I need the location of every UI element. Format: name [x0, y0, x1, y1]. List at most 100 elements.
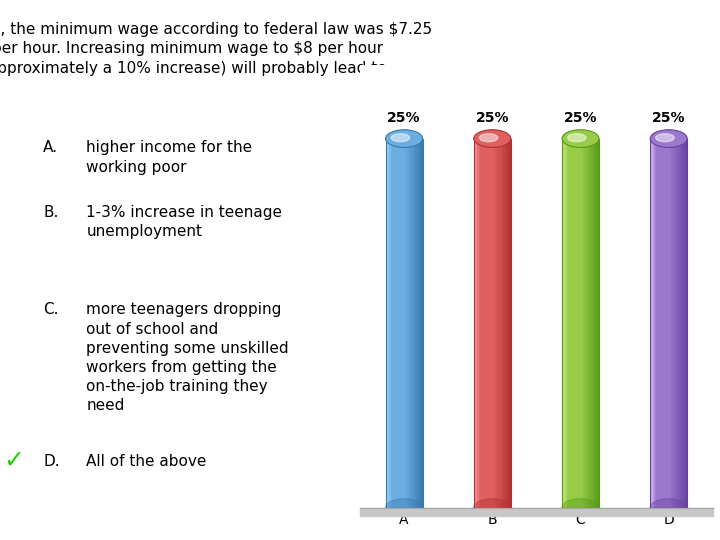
Bar	[686, 139, 688, 508]
Bar	[476, 139, 477, 508]
Bar	[507, 139, 508, 508]
Bar	[505, 139, 506, 508]
Bar	[573, 139, 575, 508]
Bar	[412, 139, 413, 508]
Ellipse shape	[656, 134, 674, 141]
Bar	[592, 139, 593, 508]
Bar	[652, 139, 654, 508]
Text: All of the above: All of the above	[86, 454, 207, 469]
Bar	[403, 139, 404, 508]
Bar	[570, 139, 571, 508]
Bar	[400, 139, 402, 508]
Bar	[594, 139, 595, 508]
Bar	[675, 139, 676, 508]
Bar	[489, 139, 490, 508]
Bar	[493, 139, 495, 508]
Bar	[360, 508, 713, 516]
Bar	[482, 139, 484, 508]
Bar	[495, 139, 496, 508]
Bar	[577, 139, 578, 508]
Bar	[654, 139, 655, 508]
Bar	[419, 139, 420, 508]
Bar	[415, 139, 417, 508]
Ellipse shape	[650, 499, 687, 516]
Bar	[676, 139, 678, 508]
Bar	[652, 139, 653, 508]
Bar	[510, 139, 511, 508]
Bar	[398, 139, 400, 508]
Bar	[571, 139, 572, 508]
Text: A.: A.	[43, 140, 58, 156]
Bar	[657, 139, 659, 508]
Bar	[575, 139, 576, 508]
Bar	[399, 139, 400, 508]
Bar	[650, 139, 687, 508]
Bar	[563, 139, 564, 508]
Text: ✓: ✓	[4, 448, 24, 472]
Bar	[562, 139, 563, 508]
Text: In 2015, the minimum wage according to federal law was $7.25
per hour. Increasin: In 2015, the minimum wage according to f…	[0, 22, 432, 76]
Bar	[393, 139, 395, 508]
Bar	[661, 139, 662, 508]
Bar	[671, 139, 672, 508]
Bar	[578, 139, 580, 508]
Bar	[582, 139, 583, 508]
Bar	[402, 139, 403, 508]
Bar	[421, 139, 423, 508]
Bar	[669, 139, 670, 508]
Bar	[597, 139, 598, 508]
Bar	[683, 139, 684, 508]
Bar	[506, 139, 508, 508]
Bar	[479, 139, 480, 508]
Bar	[388, 139, 390, 508]
Bar	[390, 139, 391, 508]
Bar	[503, 139, 505, 508]
Bar	[486, 139, 487, 508]
Ellipse shape	[391, 134, 410, 141]
Bar	[418, 139, 419, 508]
Bar	[567, 139, 568, 508]
Bar	[670, 139, 671, 508]
Bar	[407, 139, 408, 508]
Ellipse shape	[562, 499, 599, 516]
Bar	[395, 139, 397, 508]
Bar	[413, 139, 414, 508]
Bar	[650, 139, 652, 508]
Bar	[566, 139, 567, 508]
Bar	[491, 139, 492, 508]
Bar	[683, 139, 685, 508]
Bar	[474, 139, 510, 508]
Bar	[666, 139, 667, 508]
Bar	[680, 139, 681, 508]
Bar	[408, 139, 409, 508]
Ellipse shape	[562, 130, 599, 147]
Text: D.: D.	[43, 454, 60, 469]
Bar	[593, 139, 594, 508]
Bar	[665, 139, 667, 508]
Bar	[667, 139, 669, 508]
Bar	[386, 139, 423, 508]
Bar	[502, 139, 503, 508]
Bar	[575, 139, 577, 508]
Text: 1-3% increase in teenage
unemployment: 1-3% increase in teenage unemployment	[86, 205, 282, 239]
Bar	[496, 139, 498, 508]
Bar	[562, 139, 599, 508]
Ellipse shape	[650, 130, 687, 147]
Bar	[657, 139, 658, 508]
Bar	[409, 139, 410, 508]
Bar	[585, 139, 587, 508]
Ellipse shape	[474, 130, 510, 147]
Bar	[397, 139, 398, 508]
Bar	[590, 139, 592, 508]
Bar	[416, 139, 418, 508]
Bar	[659, 139, 660, 508]
Bar	[410, 139, 412, 508]
Bar	[405, 139, 407, 508]
Bar	[588, 139, 590, 508]
Bar	[392, 139, 393, 508]
Text: 25%: 25%	[475, 111, 509, 125]
Text: C.: C.	[43, 302, 59, 318]
Bar	[508, 139, 510, 508]
Text: 25%: 25%	[652, 111, 685, 125]
Text: more teenagers dropping
out of school and
preventing some unskilled
workers from: more teenagers dropping out of school an…	[86, 302, 289, 414]
